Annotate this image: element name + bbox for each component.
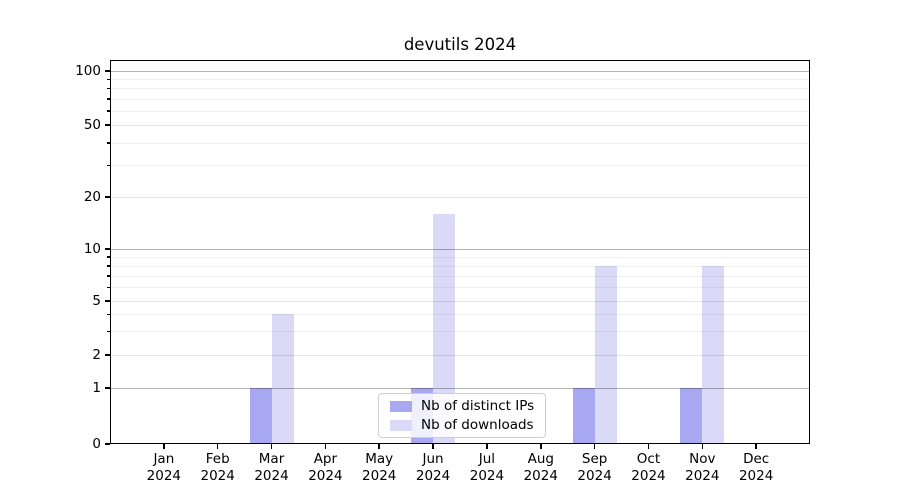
y-gridline-minor: [110, 314, 810, 316]
bar-distinct-ips: [249, 388, 272, 444]
y-tick-minor: [107, 256, 110, 258]
legend-row-distinct-ips: Nb of distinct IPs: [390, 398, 534, 414]
bar-distinct-ips: [572, 388, 595, 444]
y-gridline-minor: [110, 256, 810, 258]
y-tick-minor: [107, 286, 110, 289]
bar-downloads: [702, 265, 725, 444]
y-gridline: [110, 249, 810, 251]
y-tick: [105, 354, 110, 356]
y-gridline-minor: [110, 165, 810, 167]
y-gridline: [110, 301, 810, 302]
x-tick: [216, 444, 219, 449]
legend-label-downloads: Nb of downloads: [421, 417, 534, 433]
y-tick-label: 20: [83, 189, 101, 205]
x-tick: [486, 444, 488, 449]
y-tick: [105, 196, 110, 198]
bar-downloads: [433, 213, 456, 444]
x-tick-label: May 2024: [362, 451, 397, 484]
y-tick: [105, 248, 110, 250]
x-tick-label: Feb 2024: [200, 451, 235, 484]
x-tick-label: Jan 2024: [146, 451, 182, 484]
chart-title: devutils 2024: [403, 35, 517, 54]
y-gridline-minor: [110, 265, 810, 267]
y-tick-label: 2: [92, 347, 101, 363]
x-tick: [432, 444, 434, 449]
bar-distinct-ips: [680, 388, 703, 444]
y-gridline-minor: [110, 287, 810, 289]
x-tick: [647, 444, 650, 449]
y-gridline: [110, 125, 810, 126]
legend-row-downloads: Nb of downloads: [390, 417, 534, 433]
y-tick-minor: [107, 265, 110, 267]
x-tick: [701, 444, 704, 449]
x-tick-label: Jun 2024: [415, 451, 451, 484]
y-gridline: [110, 71, 810, 73]
y-tick-minor: [107, 164, 110, 167]
x-tick-label: Aug 2024: [523, 451, 558, 484]
y-tick-label: 100: [75, 63, 101, 79]
y-gridline-minor: [110, 110, 810, 112]
x-tick: [324, 444, 327, 449]
y-gridline-minor: [110, 98, 810, 100]
y-tick: [105, 300, 110, 302]
x-tick: [540, 444, 542, 449]
legend: Nb of distinct IPs Nb of downloads: [378, 393, 547, 438]
x-tick-label: Apr 2024: [308, 451, 343, 484]
y-gridline-minor: [110, 275, 810, 277]
y-tick: [105, 70, 110, 72]
y-tick-minor: [107, 78, 110, 81]
x-tick-label: Oct 2024: [631, 451, 666, 484]
bar-downloads: [271, 314, 294, 444]
y-tick-label: 10: [83, 241, 101, 257]
y-tick: [105, 124, 110, 126]
y-tick-minor: [107, 110, 110, 112]
x-tick: [378, 444, 380, 449]
y-gridline-minor: [110, 88, 810, 90]
legend-label-distinct-ips: Nb of distinct IPs: [421, 398, 535, 414]
x-tick: [593, 444, 596, 449]
x-tick-label: Jul 2024: [469, 451, 505, 484]
y-gridline: [110, 197, 810, 198]
x-tick: [270, 444, 273, 449]
y-tick: [105, 387, 110, 389]
y-tick-minor: [107, 142, 110, 144]
y-tick-label: 50: [83, 117, 101, 133]
y-gridline-minor: [110, 79, 810, 81]
y-gridline-minor: [110, 142, 810, 144]
y-gridline: [110, 355, 810, 356]
y-tick: [105, 443, 110, 445]
x-tick-label: Mar 2024: [254, 451, 289, 484]
y-tick-minor: [107, 275, 110, 277]
bar-downloads: [594, 265, 617, 444]
y-tick-label: 0: [92, 436, 101, 452]
x-tick: [755, 444, 757, 449]
y-gridline-minor: [110, 331, 810, 333]
x-tick-label: Nov 2024: [685, 451, 720, 484]
y-gridline: [110, 388, 810, 390]
y-tick-minor: [107, 313, 110, 316]
y-tick-label: 1: [92, 380, 101, 396]
y-tick-label: 5: [92, 293, 101, 309]
x-tick-label: Sep 2024: [577, 451, 612, 484]
x-tick-label: Dec 2024: [738, 451, 774, 484]
x-tick: [163, 444, 165, 449]
y-tick-minor: [107, 98, 110, 100]
y-tick-minor: [107, 330, 110, 333]
legend-swatch-downloads: [390, 419, 412, 431]
plot-area: [110, 60, 810, 444]
legend-swatch-distinct-ips: [390, 400, 412, 412]
y-tick-minor: [107, 87, 110, 90]
